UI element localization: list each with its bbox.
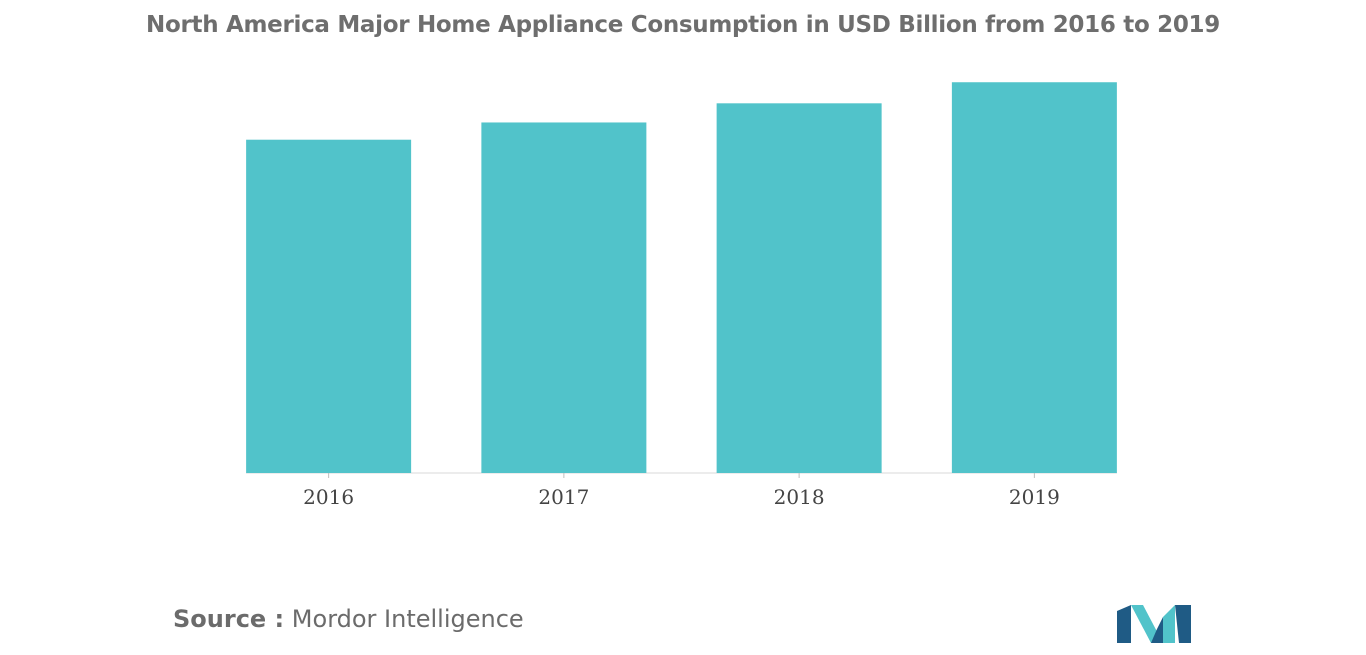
bar-2016 xyxy=(246,139,412,473)
mordor-intelligence-logo xyxy=(1117,605,1191,643)
x-tick-label-2017: 2017 xyxy=(538,485,589,509)
x-tick-label-2016: 2016 xyxy=(303,485,354,509)
bar-chart: 2016 2017 2018 2019 xyxy=(246,82,1117,509)
chart-title: North America Major Home Appliance Consu… xyxy=(146,12,1220,38)
bar-2018 xyxy=(716,103,882,473)
x-tick-label-2018: 2018 xyxy=(774,485,825,509)
source-note: Source : Mordor Intelligence xyxy=(173,605,524,633)
bar-2019 xyxy=(951,82,1117,473)
bar-2017 xyxy=(481,122,647,474)
source-name: Mordor Intelligence xyxy=(291,605,524,633)
x-tick-label-2019: 2019 xyxy=(1009,485,1060,509)
source-label: Source : xyxy=(173,605,285,633)
